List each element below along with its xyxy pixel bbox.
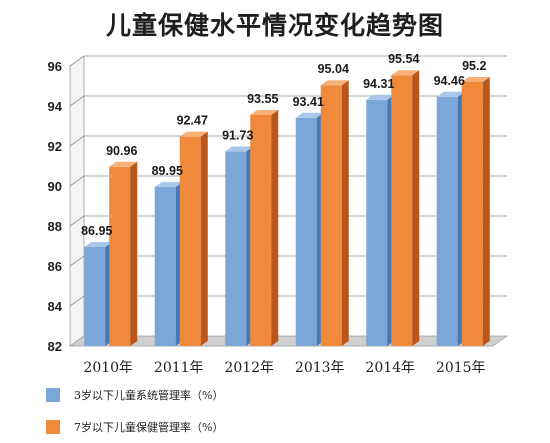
bar-top [109,161,138,167]
bar-front [109,166,131,346]
bar-series-1-5 [436,91,465,346]
data-label-series-2: 95.04 [318,62,349,76]
bar-front [179,136,201,346]
gridline [69,215,507,227]
data-label-series-2: 92.47 [177,114,208,128]
bar-top [461,77,490,82]
gridline [69,175,507,187]
bar-side [130,161,138,346]
bar-series-1-2 [225,146,254,346]
bars [84,70,490,346]
bar-series-2-1 [179,131,208,346]
x-tick-label: 2015年 [436,360,486,376]
data-labels: 86.95 90.96 89.95 92.47 91.73 93.55 93.41 95.04… [81,52,486,238]
bar-series-1-1 [154,182,183,346]
bar-front [154,187,176,346]
bar-series-2-5 [461,77,490,346]
x-tick-label: 2012年 [224,360,274,376]
bar-side [271,110,279,346]
bar-top [320,80,349,86]
data-label-series-1: 91.73 [222,128,253,142]
gridline [69,95,507,107]
legend-item-series-2: 7岁以下儿童保健管理率（%） [46,418,223,436]
bar-side [200,131,208,346]
bar-top [250,110,279,115]
gridline [69,255,507,267]
side-wall [69,55,85,347]
y-tick-label: 94 [48,99,63,114]
bar-series-1-3 [295,112,324,346]
bar-side [482,77,490,346]
y-tick-label: 82 [48,339,62,354]
bar-front [250,115,272,346]
x-tick-label: 2013年 [295,360,345,376]
y-tick-label: 90 [48,179,62,194]
y-tick-label: 92 [48,139,62,154]
data-label-series-1: 94.31 [363,77,394,91]
bar-top [154,182,183,187]
legend-label-series-2: 7岁以下儿童保健管理率（%） [74,421,224,434]
gridline [69,295,507,307]
bar-series-1-4 [366,94,395,346]
data-label-series-1: 94.46 [434,74,465,88]
x-tick-label: 2011年 [154,360,204,376]
bar-series-1-0 [84,242,113,346]
bar-side [412,70,420,346]
bar-front [436,96,458,346]
bar-front [366,99,388,346]
bar-series-2-4 [391,70,420,346]
bar-front [391,75,413,346]
bar-series-2-3 [320,80,349,346]
y-tick-label: 88 [48,219,62,234]
chart-title: 儿童保健水平情况变化趋势图 [105,11,444,40]
bar-top [179,131,208,137]
data-label-series-1: 93.41 [293,95,324,109]
x-tick-label: 2014年 [365,360,415,376]
legend-item-series-1: 3岁以下儿童系统管理率（%） [46,386,223,404]
bar-top [225,146,254,152]
x-axis-ticks: 2010年 2011年 2012年 2013年 2014年 2015年 [83,360,485,376]
bar-top [391,70,420,76]
data-label-series-2: 90.96 [106,144,137,158]
bar-top [436,91,465,97]
y-tick-label: 86 [48,259,62,274]
data-label-series-1: 86.95 [81,224,112,238]
bar-front [84,247,106,346]
gridlines [69,55,507,307]
data-label-series-2: 95.54 [388,52,419,66]
bar-top [366,94,395,100]
data-label-series-1: 89.95 [152,164,183,178]
bar-series-2-2 [250,110,279,346]
gridline [69,135,507,147]
data-label-series-2: 93.55 [247,92,278,106]
y-tick-label: 84 [48,299,63,314]
bar-top [84,242,113,247]
legend-label-series-1: 3岁以下儿童系统管理率（%） [74,389,224,402]
legend-swatch-series-2 [46,420,60,434]
y-tick-label: 96 [48,59,62,74]
x-tick-label: 2010年 [83,360,133,376]
bar-top [295,112,324,118]
bar-side [341,80,349,346]
bar-front [320,85,342,346]
bar-front [225,151,247,346]
y-axis-ticks: 82 84 86 88 90 92 94 96 [48,59,63,354]
bar-front [295,117,317,346]
bar-series-2-0 [109,161,138,346]
gridline [69,55,507,67]
data-label-series-2: 95.2 [462,59,486,73]
legend-swatch-series-1 [46,388,60,402]
bar-front [461,82,483,346]
